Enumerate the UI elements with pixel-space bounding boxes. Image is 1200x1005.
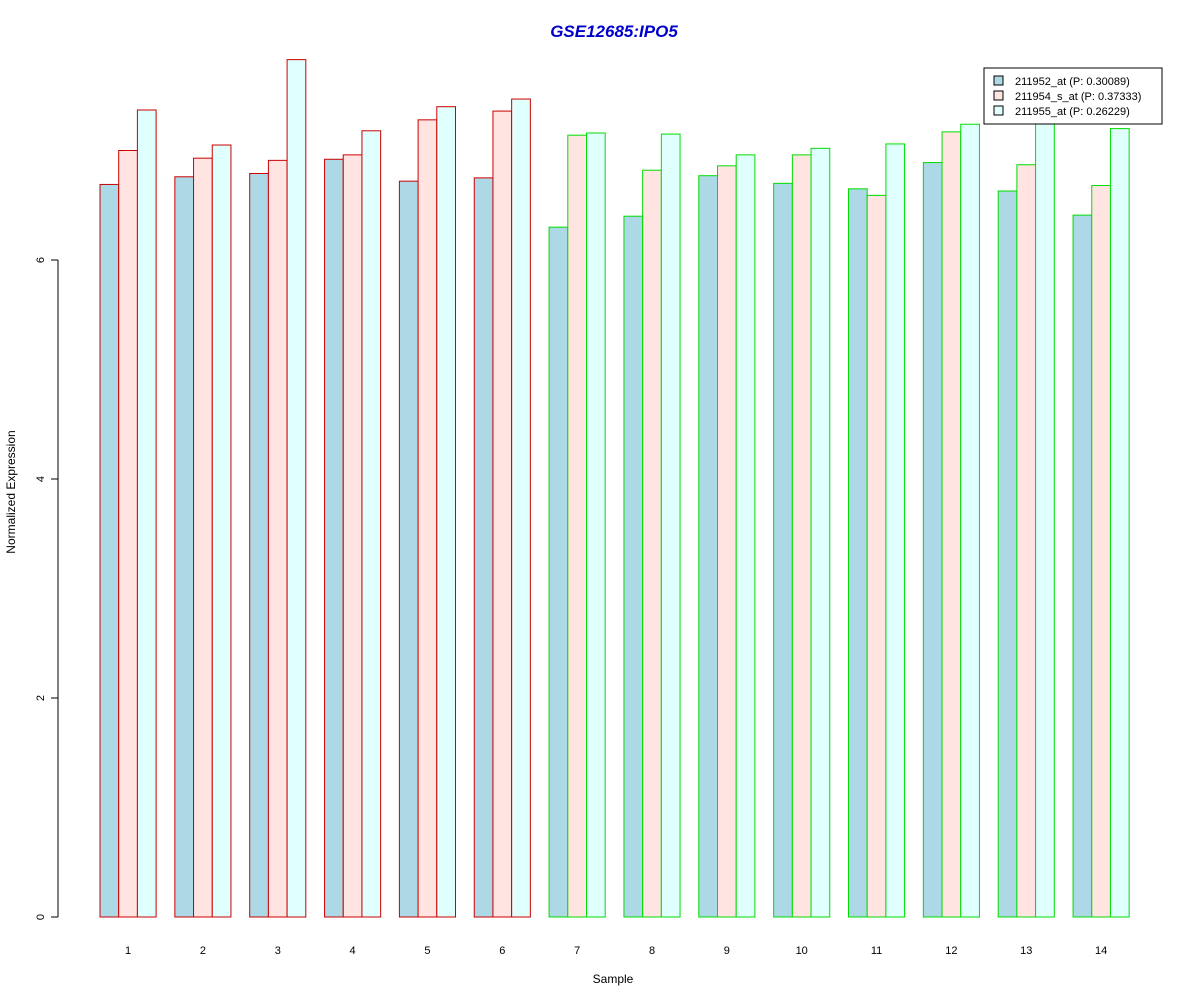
x-tick-label: 9 bbox=[724, 945, 730, 957]
bar-sample-6-series-1 bbox=[473, 177, 494, 918]
bar-sample-14-series-1 bbox=[1072, 214, 1093, 918]
bar-sample-12-series-1 bbox=[922, 162, 943, 918]
bar-sample-7-series-1 bbox=[548, 226, 569, 918]
bar-sample-4-series-1 bbox=[324, 158, 344, 918]
bar-sample-9-series-3 bbox=[735, 154, 756, 918]
legend-box bbox=[983, 67, 1163, 125]
bar-sample-1-series-2 bbox=[118, 150, 138, 918]
x-tick-label: 10 bbox=[796, 945, 808, 957]
y-tick-label: 2 bbox=[35, 695, 47, 701]
x-tick-label: 8 bbox=[649, 945, 655, 957]
bar-sample-10-series-2 bbox=[791, 154, 812, 918]
bar-sample-5-series-2 bbox=[417, 119, 438, 918]
bar-sample-2-series-3 bbox=[211, 144, 232, 918]
x-tick-label: 3 bbox=[275, 945, 281, 957]
y-tick-label: 0 bbox=[35, 914, 47, 920]
bar-sample-5-series-3 bbox=[436, 106, 456, 918]
bar-sample-8-series-2 bbox=[642, 169, 662, 918]
x-tick-labels: 1 2 3 4 5 6 7 8 9 10 11 12 13 14 bbox=[125, 945, 1107, 957]
bar-sample-9-series-2 bbox=[717, 165, 737, 918]
bar-sample-12-series-3 bbox=[960, 123, 980, 918]
x-axis-label: Sample bbox=[593, 972, 634, 986]
bar-sample-11-series-1 bbox=[848, 188, 868, 918]
legend-swatch bbox=[993, 90, 1004, 101]
bar-sample-14-series-3 bbox=[1109, 128, 1130, 918]
bar-sample-10-series-3 bbox=[810, 147, 831, 918]
legend-entry-label: 211952_at (P: 0.30089) bbox=[1015, 76, 1130, 88]
bar-sample-10-series-1 bbox=[773, 182, 793, 918]
bar-sample-6-series-2 bbox=[492, 110, 513, 918]
bar-sample-3-series-2 bbox=[267, 159, 288, 918]
bar-sample-2-series-1 bbox=[174, 176, 195, 918]
legend-swatch bbox=[993, 105, 1004, 116]
x-tick-label: 12 bbox=[945, 945, 957, 957]
bar-sample-2-series-2 bbox=[193, 157, 213, 918]
bar-sample-6-series-3 bbox=[511, 98, 531, 918]
bar-sample-13-series-3 bbox=[1035, 117, 1055, 918]
x-tick-label: 14 bbox=[1095, 945, 1107, 957]
x-tick-label: 7 bbox=[574, 945, 580, 957]
bar-sample-5-series-1 bbox=[398, 180, 419, 918]
legend-entry-label: 211954_s_at (P: 0.37333) bbox=[1015, 91, 1141, 103]
legend-entry-label: 211955_at (P: 0.26229) bbox=[1015, 106, 1130, 118]
bar-sample-11-series-3 bbox=[885, 143, 906, 918]
x-tick-label: 2 bbox=[200, 945, 206, 957]
x-tick-label: 1 bbox=[125, 945, 131, 957]
bar-sample-12-series-2 bbox=[941, 131, 962, 918]
bar-sample-4-series-2 bbox=[342, 154, 363, 918]
bar-sample-3-series-3 bbox=[286, 59, 307, 918]
bar-sample-14-series-2 bbox=[1091, 185, 1111, 918]
bar-sample-1-series-1 bbox=[99, 183, 120, 918]
bars-layer bbox=[99, 59, 1130, 918]
chart-title: GSE12685:IPO5 bbox=[550, 22, 678, 41]
bar-sample-9-series-1 bbox=[698, 175, 718, 918]
bar-sample-4-series-3 bbox=[361, 130, 382, 918]
bar-sample-13-series-2 bbox=[1016, 164, 1037, 918]
legend-swatch bbox=[993, 75, 1004, 86]
bar-sample-8-series-3 bbox=[660, 133, 681, 918]
y-tick-label: 6 bbox=[35, 257, 47, 263]
bar-sample-7-series-3 bbox=[586, 132, 606, 918]
bar-sample-13-series-1 bbox=[997, 190, 1018, 918]
y-axis-label: Normalized Expression bbox=[4, 430, 18, 553]
bar-sample-1-series-3 bbox=[136, 109, 157, 918]
y-axis: 0 2 4 6 bbox=[35, 257, 59, 920]
bar-sample-3-series-1 bbox=[249, 173, 269, 918]
x-tick-label: 6 bbox=[499, 945, 505, 957]
bar-sample-8-series-1 bbox=[623, 215, 644, 918]
bar-sample-7-series-2 bbox=[567, 134, 587, 918]
bar-sample-11-series-2 bbox=[866, 194, 887, 918]
y-tick-label: 4 bbox=[35, 476, 47, 482]
x-tick-label: 13 bbox=[1020, 945, 1032, 957]
legend: 211952_at (P: 0.30089) 211954_s_at (P: 0.… bbox=[983, 67, 1163, 125]
x-tick-label: 5 bbox=[424, 945, 430, 957]
x-tick-label: 11 bbox=[871, 945, 882, 957]
x-tick-label: 4 bbox=[350, 945, 356, 957]
